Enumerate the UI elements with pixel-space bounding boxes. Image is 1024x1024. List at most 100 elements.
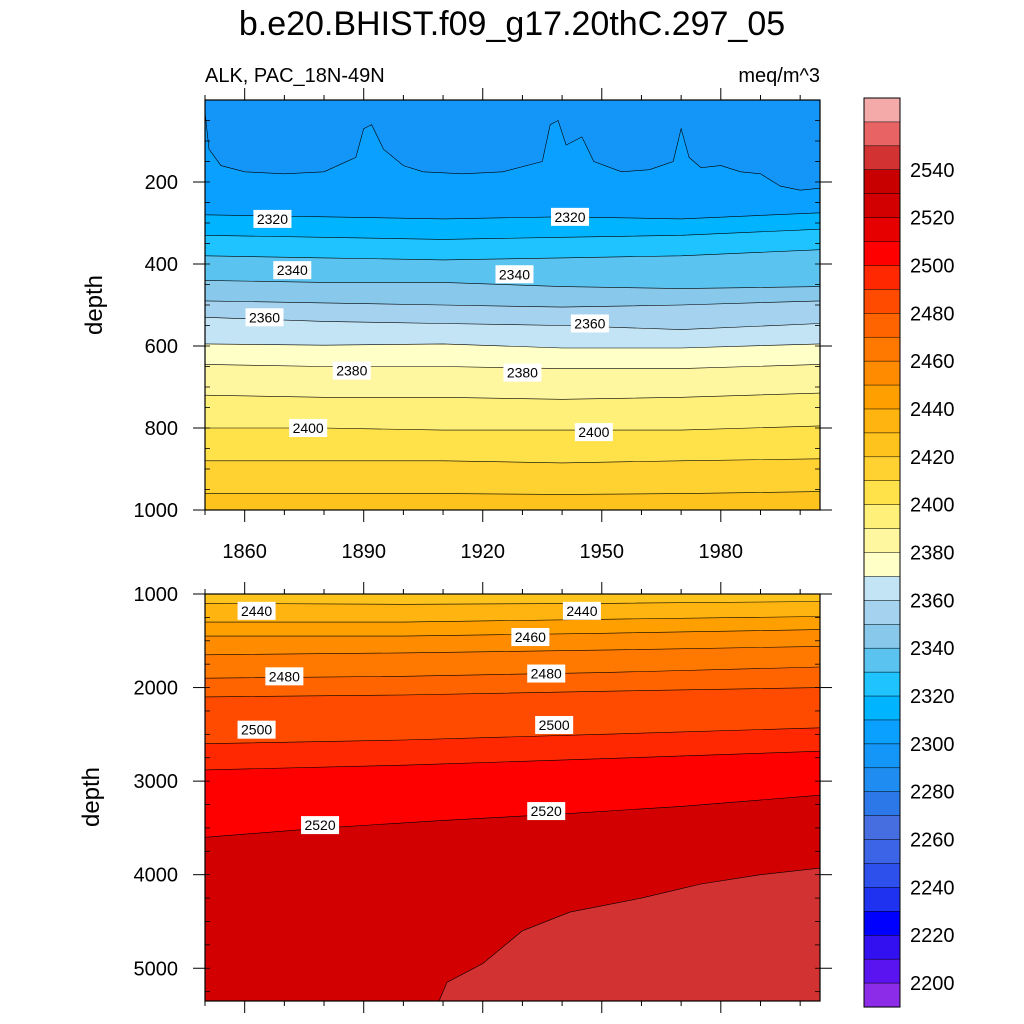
upper-contour-line-2310 (204, 212, 821, 220)
upper-y-axis-title: depth (81, 275, 108, 335)
colorbar-swatch (863, 671, 901, 697)
svg-text:2480: 2480 (531, 666, 562, 682)
colorbar-swatch (863, 719, 901, 745)
svg-text:2340: 2340 (277, 262, 308, 278)
colorbar-label: 2520 (910, 208, 955, 230)
upper-contour-label: 2340 (495, 265, 534, 284)
svg-text:2460: 2460 (515, 629, 546, 645)
upper-contour-label: 2380 (332, 361, 371, 380)
units-label: meq/m^3 (738, 65, 820, 87)
svg-text:2500: 2500 (241, 722, 272, 738)
lower-plot-frame (204, 593, 821, 1002)
colorbar-swatch (863, 791, 901, 817)
upper-contour-line-2300 (204, 112, 821, 191)
lower-contour-label: 2520 (527, 802, 566, 821)
colorbar-label: 2200 (910, 973, 955, 995)
upper-contour-line-2410 (205, 458, 821, 464)
lower-band-2540 (439, 868, 820, 1001)
lower-y-tick-label: 5000 (134, 958, 179, 980)
colorbar-frame (863, 97, 901, 1008)
lower-y-axis-title: depth (78, 767, 105, 827)
colorbar-label: 2540 (910, 160, 955, 182)
colorbar-swatch (863, 480, 901, 506)
svg-text:2520: 2520 (304, 817, 335, 833)
upper-contour-label: 2340 (273, 261, 312, 280)
upper-contour-label: 2360 (245, 308, 284, 327)
svg-text:2400: 2400 (578, 424, 609, 440)
lower-contour-labels: 2440 2440 2460 2480 2480 2500 2500 2520 2520 (237, 601, 601, 835)
colorbar-swatch (863, 911, 901, 936)
upper-y-tick-label: 600 (145, 336, 178, 358)
upper-contour-line-2390 (204, 392, 821, 400)
colorbar-swatch (863, 384, 901, 410)
colorbar-swatch (863, 408, 901, 434)
upper-axes: 200 400 600 800 1000 1860 1890 1920 1950 1980 (134, 88, 832, 563)
upper-contour-label: 2400 (289, 419, 328, 437)
upper-y-tick-label: 200 (145, 172, 178, 194)
upper-x-tick-label: 1890 (341, 541, 386, 563)
colorbar-swatch (863, 121, 901, 147)
upper-band-2420 (205, 491, 820, 510)
colorbar-label: 2320 (910, 686, 955, 708)
upper-contour-label: 2400 (574, 423, 613, 442)
colorbar-swatch (863, 552, 901, 577)
lower-contour-line-2460 (204, 646, 821, 656)
colorbar-swatch (863, 97, 901, 123)
svg-text:2520: 2520 (531, 803, 562, 819)
colorbar-swatch (863, 695, 901, 721)
lower-contour-label: 2480 (265, 667, 304, 686)
colorbar-label: 2480 (910, 303, 955, 325)
lower-contour-label: 2500 (237, 720, 276, 739)
colorbar-label: 2300 (910, 734, 955, 756)
colorbar-swatch (863, 360, 901, 386)
upper-contour-line-2380 (204, 364, 821, 369)
colorbar-label: 2440 (910, 399, 955, 421)
colorbar-label: 2360 (910, 590, 955, 612)
colorbar-swatch (863, 647, 901, 673)
lower-y-tick-label: 3000 (134, 771, 179, 793)
upper-y-tick-label: 800 (145, 418, 178, 440)
lower-contour-line-2430 (204, 601, 821, 605)
upper-contour-line-2320 (204, 228, 821, 240)
svg-text:2440: 2440 (241, 603, 272, 619)
upper-contour-fills (205, 100, 820, 511)
variable-region-label: ALK, PAC_18N-49N (205, 65, 385, 87)
upper-panel: 2320 2320 2340 2340 2360 2360 2380 2380 2400 2400… (81, 88, 832, 563)
lower-y-tick-label: 4000 (134, 865, 179, 887)
upper-contour-line-2370 (204, 343, 821, 349)
colorbar-label: 2340 (910, 638, 955, 660)
lower-contour-line-2490 (204, 727, 821, 744)
upper-contour-label: 2320 (551, 207, 590, 226)
upper-contour-line-2360 (204, 317, 821, 330)
colorbar-swatch (863, 145, 901, 171)
upper-contour-lines (204, 112, 821, 495)
colorbar-legend: 2540 2520 2500 2480 2460 2440 2420 2400 2380 2360… (863, 97, 955, 1008)
colorbar-label: 2220 (910, 925, 955, 947)
svg-text:2380: 2380 (336, 363, 367, 379)
colorbar-swatch (863, 241, 901, 266)
colorbar-label: 2400 (910, 495, 955, 517)
colorbar-swatch (863, 863, 901, 888)
colorbar-swatch (863, 839, 901, 865)
colorbar-label: 2280 (910, 782, 955, 804)
upper-x-tick-label: 1980 (699, 541, 744, 563)
lower-contour-label: 2440 (562, 601, 601, 620)
upper-contour-label: 2320 (253, 209, 292, 228)
lower-contour-label: 2500 (535, 715, 574, 734)
colorbar-swatch (863, 432, 901, 458)
upper-x-tick-label: 1860 (222, 541, 267, 563)
lower-panel: 2440 2440 2460 2480 2480 2500 2500 2520 2520 100… (78, 582, 832, 1013)
svg-text:2340: 2340 (499, 266, 530, 282)
colorbar-swatch (863, 815, 901, 841)
colorbar-swatch (863, 934, 901, 960)
upper-contour-line-2420 (205, 491, 821, 495)
colorbar-swatch (863, 504, 901, 530)
svg-text:2320: 2320 (257, 211, 288, 227)
colorbar-swatch (863, 313, 901, 338)
colorbar-swatch (863, 528, 901, 554)
upper-contour-line-2330 (204, 249, 821, 261)
colorbar-swatch (863, 336, 901, 362)
upper-contour-line-2350 (204, 300, 821, 308)
colorbar-swatch (863, 982, 901, 1008)
